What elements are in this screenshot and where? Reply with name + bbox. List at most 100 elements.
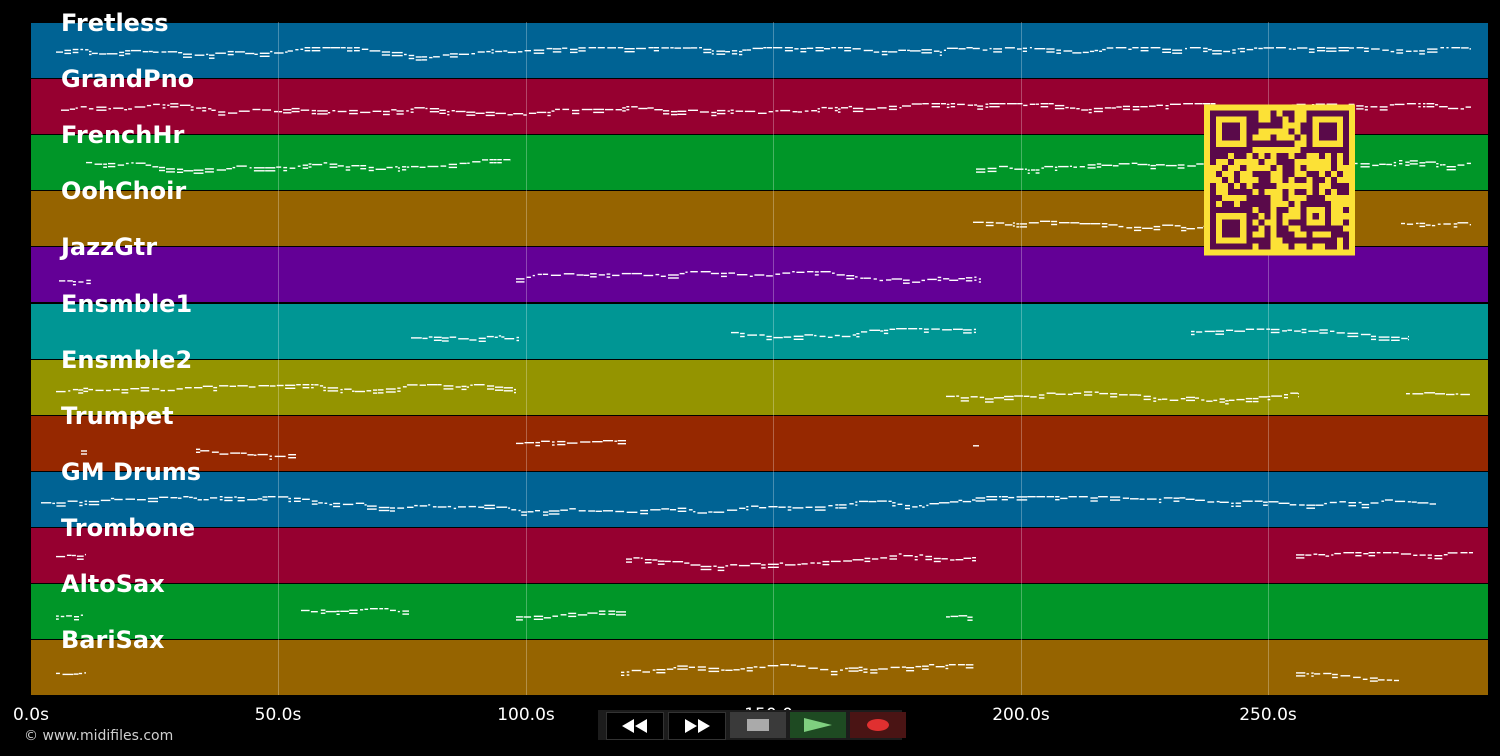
midi-note bbox=[856, 336, 860, 338]
midi-note bbox=[89, 50, 92, 53]
midi-note bbox=[1370, 106, 1378, 108]
rewind-button[interactable] bbox=[606, 712, 664, 740]
midi-note bbox=[717, 569, 725, 572]
midi-note bbox=[562, 47, 568, 49]
midi-note bbox=[939, 51, 942, 53]
midi-note bbox=[977, 108, 984, 110]
midi-note bbox=[162, 107, 166, 109]
midi-note bbox=[262, 496, 268, 498]
midi-note bbox=[347, 47, 353, 49]
midi-note bbox=[466, 114, 476, 116]
midi-note bbox=[1377, 679, 1385, 681]
midi-note bbox=[738, 564, 750, 567]
midi-note bbox=[1012, 225, 1015, 227]
midi-note bbox=[657, 560, 665, 562]
midi-note bbox=[1054, 166, 1058, 168]
midi-note bbox=[987, 167, 997, 170]
midi-note bbox=[437, 384, 442, 386]
midi-note bbox=[883, 332, 889, 335]
midi-note bbox=[61, 109, 70, 111]
midi-note bbox=[56, 615, 59, 617]
midi-note bbox=[653, 50, 659, 52]
stop-button[interactable] bbox=[730, 712, 786, 738]
midi-note bbox=[311, 387, 314, 389]
midi-note bbox=[360, 168, 367, 170]
midi-note bbox=[1276, 47, 1286, 49]
midi-note bbox=[337, 110, 347, 113]
midi-note bbox=[128, 108, 132, 110]
midi-note bbox=[274, 455, 286, 458]
midi-note bbox=[640, 557, 643, 559]
midi-note bbox=[1437, 223, 1441, 225]
midi-note bbox=[302, 387, 310, 389]
midi-note bbox=[1126, 227, 1133, 229]
midi-note bbox=[626, 109, 630, 111]
track-name: AltoSax bbox=[61, 570, 165, 598]
midi-note bbox=[859, 500, 868, 503]
midi-note bbox=[1326, 50, 1337, 52]
midi-note bbox=[607, 47, 616, 49]
midi-note bbox=[152, 388, 160, 390]
midi-note bbox=[761, 564, 766, 566]
midi-note bbox=[267, 496, 276, 498]
midi-note bbox=[148, 50, 153, 53]
midi-note bbox=[1232, 49, 1236, 51]
midi-note bbox=[805, 506, 813, 508]
midi-note bbox=[923, 331, 929, 333]
midi-note bbox=[1348, 502, 1356, 504]
midi-note bbox=[269, 458, 272, 460]
play-button[interactable] bbox=[790, 712, 846, 738]
midi-note bbox=[1140, 50, 1149, 52]
midi-note bbox=[1382, 49, 1389, 51]
midi-note bbox=[513, 113, 524, 115]
midi-note bbox=[80, 614, 83, 616]
midi-note bbox=[931, 106, 940, 108]
midi-note bbox=[1177, 164, 1185, 166]
midi-note bbox=[583, 274, 590, 276]
grid-line bbox=[526, 22, 527, 695]
midi-note bbox=[985, 221, 994, 224]
midi-note bbox=[459, 162, 467, 165]
midi-note bbox=[1431, 224, 1436, 227]
midi-note bbox=[471, 53, 475, 55]
midi-note bbox=[1356, 105, 1364, 107]
midi-note bbox=[864, 557, 871, 560]
midi-note bbox=[1076, 108, 1080, 110]
midi-note bbox=[782, 272, 791, 274]
midi-note bbox=[203, 499, 209, 501]
midi-note bbox=[1185, 498, 1195, 500]
midi-note bbox=[497, 162, 502, 164]
midi-note bbox=[746, 49, 751, 51]
midi-note bbox=[1094, 49, 1099, 52]
midi-note bbox=[804, 110, 809, 112]
midi-note bbox=[1317, 50, 1326, 52]
midi-note bbox=[861, 331, 868, 333]
midi-note bbox=[72, 48, 79, 51]
midi-note bbox=[965, 277, 973, 279]
midi-note bbox=[1173, 497, 1180, 499]
midi-note bbox=[1364, 50, 1369, 52]
midi-note bbox=[644, 562, 652, 564]
midi-note bbox=[542, 273, 549, 275]
midi-note bbox=[1110, 496, 1121, 498]
midi-note bbox=[815, 47, 824, 49]
midi-note bbox=[447, 111, 450, 113]
midi-note bbox=[216, 169, 226, 171]
midi-note bbox=[140, 390, 150, 392]
midi-note bbox=[839, 507, 847, 509]
midi-note bbox=[1225, 400, 1229, 402]
midi-note bbox=[931, 328, 940, 330]
midi-note bbox=[892, 502, 896, 504]
midi-note bbox=[1245, 397, 1253, 400]
midi-note bbox=[1469, 48, 1471, 50]
midi-note bbox=[881, 50, 888, 53]
record-button[interactable] bbox=[850, 712, 906, 738]
fast-forward-button[interactable] bbox=[668, 712, 726, 740]
midi-note bbox=[274, 52, 284, 54]
midi-note bbox=[1153, 228, 1161, 231]
midi-note bbox=[342, 503, 354, 506]
midi-note bbox=[497, 159, 502, 161]
midi-note bbox=[1022, 50, 1027, 52]
midi-note bbox=[863, 277, 871, 279]
midi-note bbox=[941, 558, 948, 560]
